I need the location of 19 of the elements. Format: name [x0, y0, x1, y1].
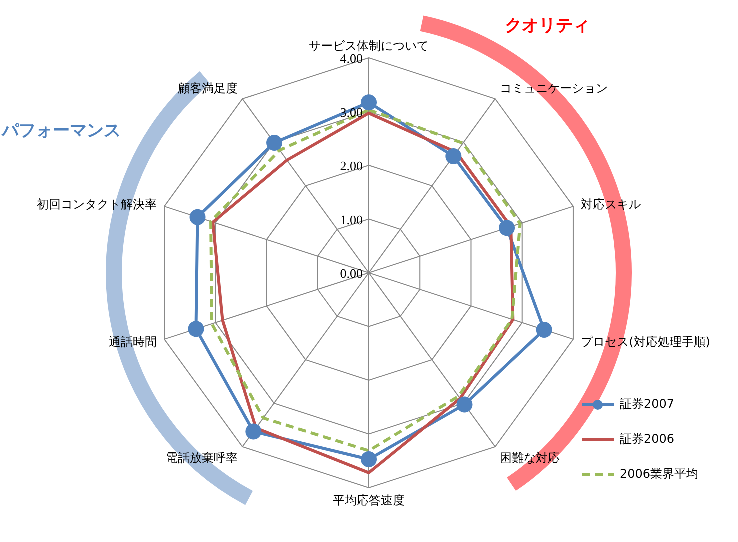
text: パフォーマンス [2, 120, 121, 142]
legend-label: 証券2006 [620, 431, 675, 448]
y-tick-label: 2.00 [340, 158, 363, 174]
spoke-label: 通話時間 [108, 335, 157, 350]
spoke-label: プロセス(対応処理手順) [581, 335, 710, 350]
spoke-label: 困難な対応 [500, 450, 560, 465]
spoke-label: 初回コンタクト解決率 [36, 197, 157, 212]
spoke-label: 平均応答速度 [333, 494, 405, 508]
spoke-label: 電話放棄呼率 [166, 450, 238, 465]
legend-label: 証券2007 [620, 396, 675, 413]
spoke-label: 顧客満足度 [178, 82, 238, 96]
y-tick-label: 0.00 [340, 266, 363, 281]
y-tick-label: 4.00 [340, 51, 363, 66]
legend-label: 2006業界平均 [620, 466, 699, 483]
y-tick-label: 1.00 [340, 212, 363, 228]
spoke-label: コミュニケーション [500, 82, 608, 96]
spoke-label: サービス体制について [309, 39, 429, 53]
text: クオリティ [505, 15, 590, 37]
spoke-label: 対応スキル [581, 197, 642, 212]
